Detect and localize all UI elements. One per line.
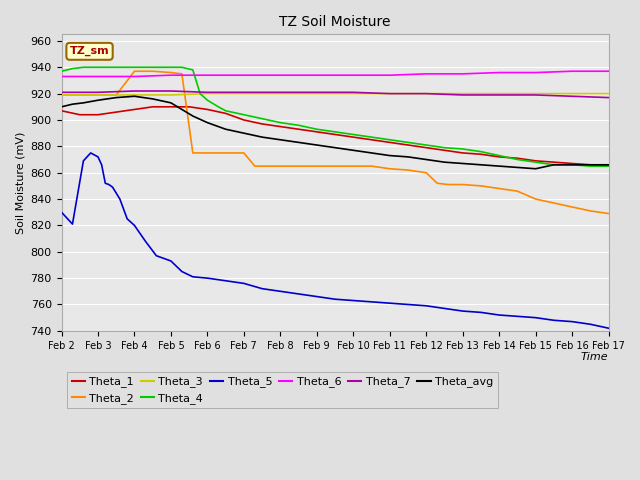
Legend: Theta_1, Theta_2, Theta_3, Theta_4, Theta_5, Theta_6, Theta_7, Theta_avg: Theta_1, Theta_2, Theta_3, Theta_4, Thet… (67, 372, 498, 408)
Text: Time: Time (581, 351, 609, 361)
Y-axis label: Soil Moisture (mV): Soil Moisture (mV) (15, 132, 25, 234)
Title: TZ Soil Moisture: TZ Soil Moisture (279, 15, 391, 29)
Text: TZ_sm: TZ_sm (70, 46, 109, 57)
